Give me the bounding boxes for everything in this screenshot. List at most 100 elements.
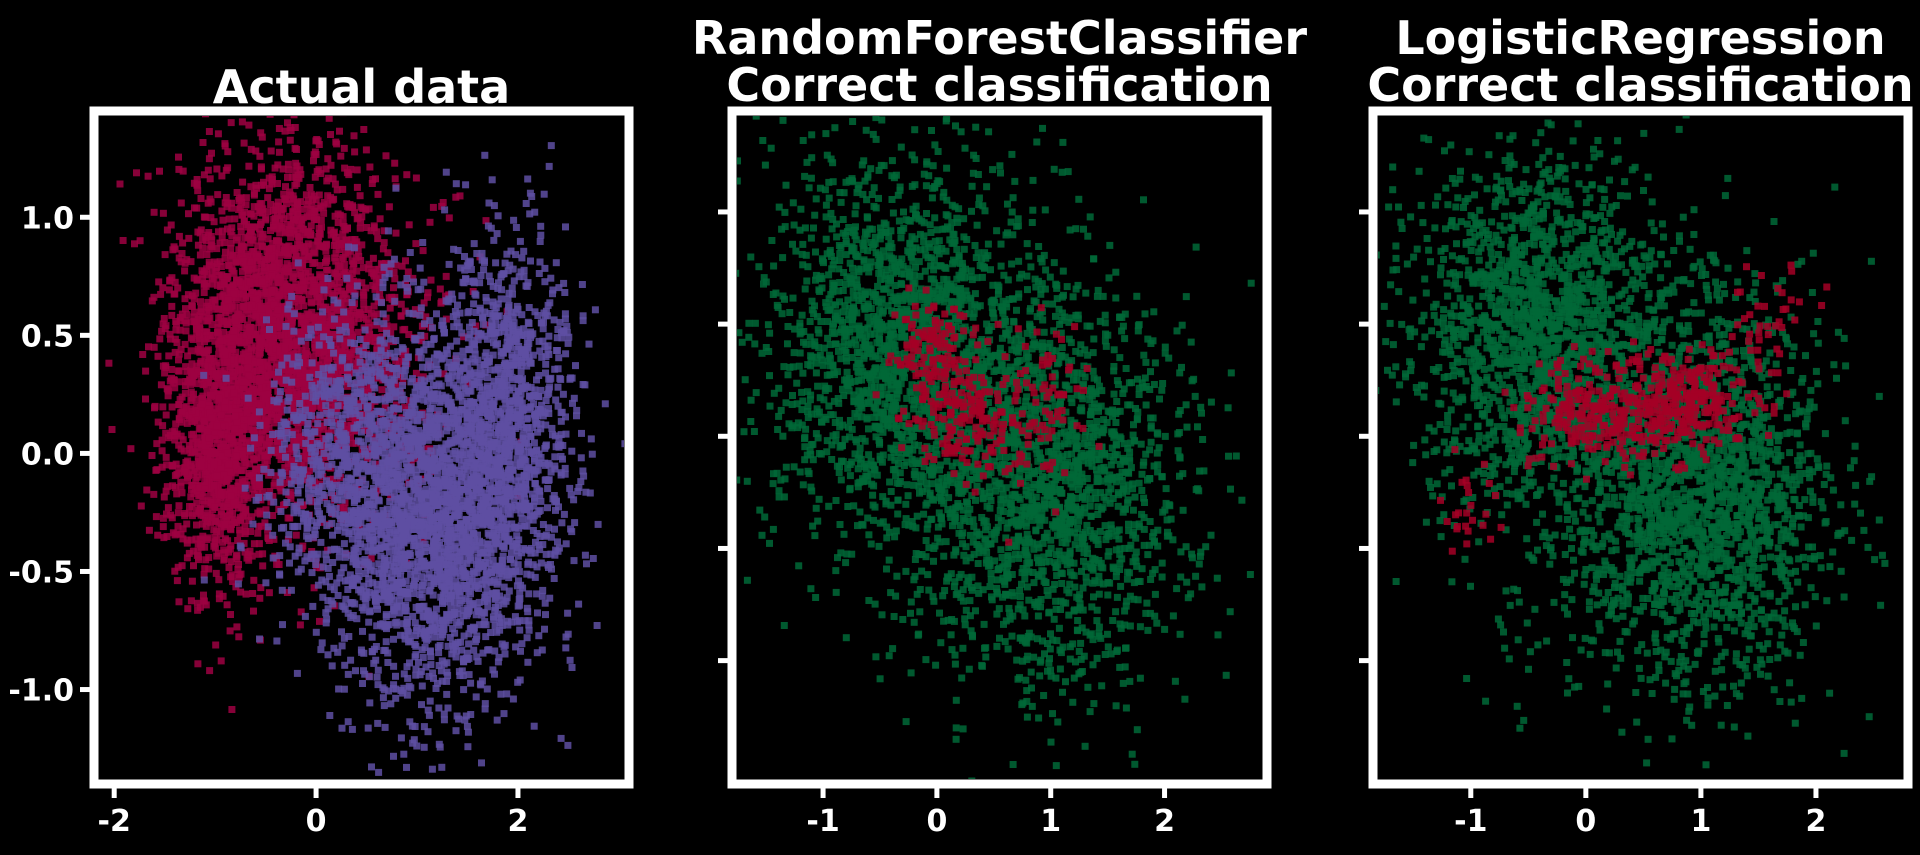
scatter-point [419, 239, 427, 246]
scatter-point [459, 451, 467, 459]
scatter-point [341, 164, 349, 172]
scatter-point [345, 203, 353, 211]
scatter-point [228, 315, 236, 323]
scatter-point [168, 366, 176, 373]
scatter-point [213, 245, 221, 253]
scatter-point [239, 476, 247, 484]
scatter-point [208, 513, 216, 521]
scatter-point [241, 548, 249, 556]
scatter-point [240, 287, 247, 295]
scatter-point [425, 386, 433, 393]
scatter-point [376, 271, 384, 279]
scatter-point [390, 268, 398, 276]
scatter-point [174, 367, 182, 375]
scatter-point [358, 213, 366, 221]
scatter-point [294, 210, 302, 218]
scatter-point [282, 183, 289, 191]
scatter-point [426, 218, 434, 226]
scatter-point [199, 493, 207, 501]
scatter-point [439, 597, 447, 605]
scatter-point [226, 507, 234, 515]
scatter-point [176, 378, 184, 386]
scatter-point [208, 280, 216, 288]
scatter-point [164, 392, 172, 400]
scatter-point [207, 233, 215, 240]
scatter-point [230, 498, 238, 506]
scatter-point [227, 356, 235, 364]
scatter-point [174, 522, 182, 530]
scatter-point [370, 224, 378, 232]
scatter-point [193, 499, 201, 507]
scatter-point [252, 268, 260, 276]
scatter-point [413, 742, 421, 750]
scatter-point [401, 366, 409, 374]
scatter-point [179, 525, 187, 533]
scatter-point [463, 403, 471, 411]
scatter-point [377, 620, 384, 628]
scatter-point [396, 520, 404, 527]
scatter-point [337, 152, 345, 160]
scatter-point [359, 351, 367, 359]
scatter-point [178, 489, 186, 497]
scatter-point [241, 522, 249, 530]
scatter-point [182, 363, 190, 371]
scatter-point [529, 561, 537, 569]
scatter-point [172, 318, 180, 325]
scatter-point [232, 296, 240, 304]
scatter-point [274, 306, 282, 314]
scatter-point [265, 425, 273, 433]
scatter-point [262, 401, 270, 408]
scatter-point [391, 275, 399, 283]
scatter-point [247, 145, 255, 153]
scatter-point [365, 324, 373, 331]
scatter-point [258, 278, 266, 286]
scatter-point [179, 436, 187, 444]
scatter-point [256, 349, 264, 357]
scatter-point [265, 245, 273, 253]
scatter-point [370, 272, 378, 280]
scatter-point [513, 455, 521, 463]
scatter-point [419, 247, 427, 255]
scatter-point [443, 491, 451, 499]
scatter-point [242, 250, 250, 258]
scatter-point [422, 663, 430, 671]
scatter-point [275, 148, 283, 156]
scatter-point [235, 290, 243, 298]
scatter-point [220, 328, 228, 336]
scatter-point [306, 373, 314, 381]
scatter-point [284, 160, 292, 168]
scatter-point [403, 663, 411, 671]
scatter-point [221, 404, 229, 412]
scatter-point [400, 468, 408, 476]
scatter-point [238, 435, 246, 443]
scatter-point [183, 554, 191, 562]
scatter-point [105, 359, 113, 367]
scatter-point [269, 263, 277, 271]
scatter-point [220, 278, 228, 286]
scatter-point [350, 132, 358, 140]
scatter-point [445, 616, 453, 624]
scatter-point [164, 504, 172, 512]
scatter-point [272, 345, 280, 353]
scatter-point [143, 486, 151, 494]
scatter-point [277, 487, 285, 495]
scatter-point [293, 205, 301, 213]
scatter-point [214, 329, 222, 337]
scatter-point [159, 403, 167, 411]
scatter-point [196, 325, 204, 333]
scatter-point [339, 219, 347, 227]
scatter-point [545, 524, 553, 532]
scatter-point [285, 468, 293, 476]
scatter-point [425, 672, 433, 680]
scatter-point [296, 166, 304, 174]
scatter-point [354, 328, 362, 336]
scatter-point [250, 296, 257, 304]
scatter-point [342, 318, 349, 326]
scatter-point [436, 642, 444, 649]
scatter-point [293, 339, 301, 347]
scatter-point [169, 482, 177, 490]
scatter-point [252, 273, 260, 281]
scatter-point [377, 470, 384, 478]
scatter-point [183, 520, 191, 528]
scatter-point [245, 556, 253, 564]
